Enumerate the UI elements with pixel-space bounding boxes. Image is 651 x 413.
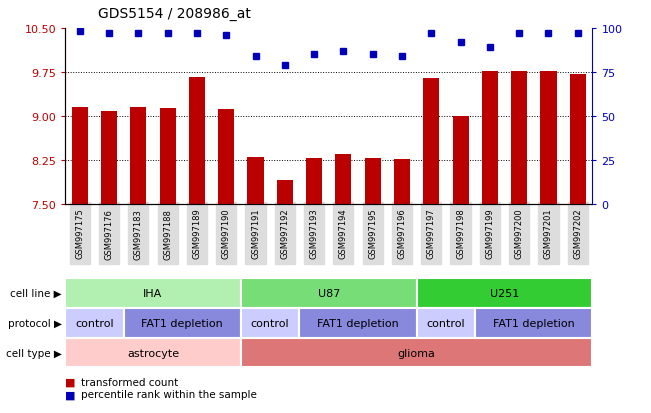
Text: GDS5154 / 208986_at: GDS5154 / 208986_at [98, 7, 251, 21]
Text: IHA: IHA [143, 288, 163, 298]
Bar [218, 109, 234, 204]
Bar [159, 109, 176, 204]
Text: control: control [251, 318, 290, 328]
Bar [72, 108, 88, 204]
Text: FAT1 depletion: FAT1 depletion [493, 318, 575, 328]
Bar [482, 71, 498, 204]
Bar [394, 160, 410, 204]
Bar [452, 116, 469, 204]
Text: ■: ■ [65, 377, 76, 387]
Text: cell type ▶: cell type ▶ [6, 348, 62, 358]
Bar [335, 154, 352, 204]
Text: U87: U87 [318, 288, 340, 298]
Text: control: control [75, 318, 114, 328]
Text: protocol ▶: protocol ▶ [8, 318, 62, 328]
Bar [511, 71, 527, 204]
Text: cell line ▶: cell line ▶ [10, 288, 62, 298]
Text: FAT1 depletion: FAT1 depletion [317, 318, 399, 328]
Text: percentile rank within the sample: percentile rank within the sample [81, 389, 257, 399]
Bar [365, 159, 381, 204]
Text: glioma: glioma [398, 348, 436, 358]
Bar [277, 180, 293, 204]
Bar [189, 77, 205, 204]
Bar [130, 108, 146, 204]
Bar [247, 157, 264, 204]
Text: U251: U251 [490, 288, 519, 298]
Text: ■: ■ [65, 389, 76, 399]
Bar [306, 159, 322, 204]
Bar [570, 74, 586, 204]
Bar [101, 112, 117, 204]
Text: FAT1 depletion: FAT1 depletion [141, 318, 223, 328]
Text: control: control [426, 318, 465, 328]
Bar [423, 78, 439, 204]
Text: transformed count: transformed count [81, 377, 178, 387]
Text: astrocyte: astrocyte [127, 348, 179, 358]
Bar [540, 71, 557, 204]
